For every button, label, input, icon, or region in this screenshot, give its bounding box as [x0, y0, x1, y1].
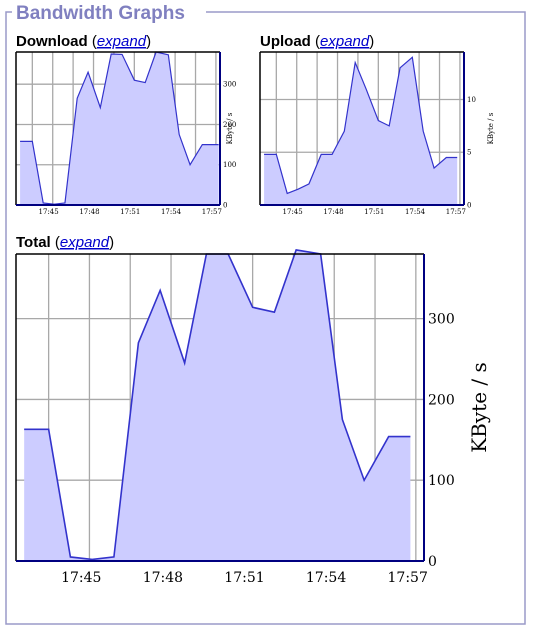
y-tick-label: 5 — [467, 149, 471, 157]
x-tick-label: 17:48 — [79, 208, 99, 216]
y-tick-label: 100 — [428, 473, 455, 489]
upload-panel: Upload (expand) 0 5 10 17:45 17:48 17:51 17:54 1… — [260, 33, 495, 216]
paren-open: ( — [51, 234, 60, 251]
y-tick-label: 0 — [428, 554, 437, 570]
chart-title: Total (expand) — [16, 234, 114, 251]
chart-title: Download (expand) — [16, 33, 151, 50]
chart-title-text: Total — [16, 234, 51, 251]
y-tick-label: 0 — [223, 201, 227, 209]
x-tick-label: 17:45 — [283, 208, 303, 216]
expand-link[interactable]: expand — [60, 234, 110, 251]
y-tick-label: 200 — [428, 392, 455, 408]
paren-open: ( — [311, 33, 320, 50]
x-tick-label: 17:54 — [306, 570, 346, 586]
x-tick-label: 17:51 — [364, 208, 384, 216]
paren-close: ) — [146, 33, 151, 50]
x-tick-label: 17:48 — [323, 208, 343, 216]
y-axis-label: KByte / s — [487, 112, 495, 144]
total-panel: Total (expand) 0 100 200 300 17:45 17:48 17:51 1… — [16, 234, 491, 586]
fieldset-legend: Bandwidth Graphs — [16, 3, 185, 24]
chart-title: Upload (expand) — [260, 33, 374, 50]
y-tick-label: 300 — [428, 312, 455, 328]
x-tick-label: 17:57 — [388, 570, 428, 586]
x-tick-label: 17:57 — [446, 208, 466, 216]
y-tick-label: 300 — [223, 81, 236, 89]
y-tick-label: 0 — [467, 201, 471, 209]
x-tick-label: 17:57 — [202, 208, 222, 216]
paren-close: ) — [109, 234, 114, 251]
paren-close: ) — [369, 33, 374, 50]
x-tick-label: 17:54 — [161, 208, 182, 216]
y-tick-label: 100 — [223, 161, 236, 169]
y-axis-label: KByte / s — [226, 112, 234, 144]
y-tick-label: 10 — [467, 96, 476, 104]
paren-open: ( — [88, 33, 97, 50]
x-tick-label: 17:48 — [143, 570, 183, 586]
x-tick-label: 17:51 — [224, 570, 264, 586]
x-tick-label: 17:45 — [61, 570, 101, 586]
y-axis-label: KByte / s — [467, 362, 491, 453]
chart-title-text: Download — [16, 33, 88, 50]
x-tick-label: 17:54 — [405, 208, 426, 216]
x-tick-label: 17:51 — [120, 208, 140, 216]
expand-link[interactable]: expand — [97, 33, 147, 50]
chart-title-text: Upload — [260, 33, 311, 50]
x-tick-label: 17:45 — [39, 208, 59, 216]
expand-link[interactable]: expand — [320, 33, 370, 50]
